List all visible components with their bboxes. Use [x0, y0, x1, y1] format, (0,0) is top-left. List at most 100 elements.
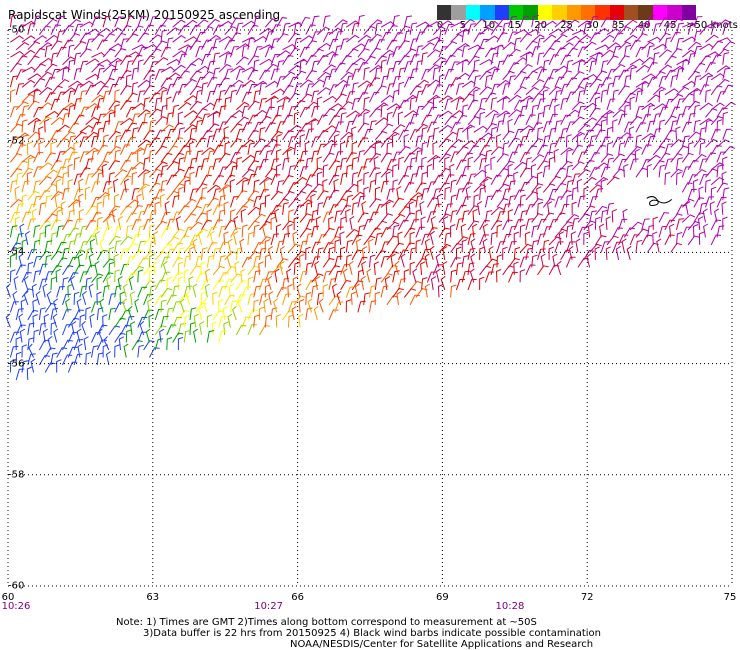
wind-barb [386, 221, 400, 231]
wind-barb [687, 70, 701, 81]
wind-barb [154, 338, 164, 351]
wind-barb [621, 238, 627, 253]
wind-barb [676, 37, 684, 50]
colorbar-segment [652, 5, 668, 20]
wind-barb [600, 34, 615, 43]
wind-barb [461, 140, 476, 148]
wind-barb [502, 174, 513, 186]
wind-barb [600, 209, 608, 223]
wind-barb [328, 143, 338, 155]
wind-barb [114, 60, 122, 73]
wind-barb [363, 55, 376, 66]
wind-barb [363, 25, 376, 36]
wind-barb [345, 286, 356, 298]
colorbar-segment [609, 5, 625, 20]
wind-barb [230, 165, 239, 178]
wind-barb [235, 22, 244, 35]
wind-barb [24, 230, 30, 246]
wind-barb [125, 136, 137, 148]
wind-barb [88, 283, 94, 298]
wind-barb [398, 99, 409, 111]
wind-barb [102, 258, 115, 268]
wind-barb [513, 57, 528, 66]
wind-barb [264, 150, 273, 163]
wind-barb [392, 179, 399, 193]
wind-barb [264, 31, 275, 43]
wind-barb [615, 245, 621, 260]
wind-barb [67, 19, 81, 28]
wind-barb [108, 293, 117, 306]
wind-barb [114, 240, 122, 253]
wind-barb [276, 50, 291, 58]
wind-barb [27, 73, 42, 81]
wind-barb [444, 131, 458, 141]
wind-barb [125, 74, 132, 88]
wind-barb [131, 82, 139, 95]
wind-barb [222, 306, 228, 321]
wind-barb [565, 47, 578, 58]
wind-barb [334, 239, 341, 253]
wind-barb [56, 225, 64, 238]
wind-barb [223, 201, 229, 215]
wind-barb [259, 293, 268, 306]
wind-barb [85, 277, 92, 290]
wind-barb [346, 110, 360, 118]
wind-barb [699, 158, 708, 170]
wind-barb [409, 192, 424, 201]
wind-barb [153, 231, 159, 245]
wind-barb [681, 93, 695, 103]
wind-barb [223, 321, 229, 336]
wind-barb [461, 210, 470, 223]
wind-barb [10, 35, 24, 43]
wind-barb [85, 306, 91, 321]
wind-barb [456, 72, 470, 81]
wind-barb [188, 276, 194, 290]
wind-barb [287, 284, 293, 298]
wind-barb [496, 241, 506, 253]
wind-barb [556, 260, 562, 276]
wind-barb [612, 168, 625, 178]
wind-barb [305, 54, 317, 66]
wind-barb [473, 137, 486, 148]
wind-barb [681, 152, 694, 163]
wind-barb [496, 17, 509, 28]
wind-barb [589, 210, 597, 223]
wind-barb [305, 246, 311, 260]
wind-barb [62, 293, 72, 306]
wind-barb [125, 15, 135, 28]
wind-barb [202, 298, 208, 313]
wind-barb [502, 142, 509, 155]
wind-barb [670, 120, 678, 133]
wind-barb [30, 358, 36, 373]
wind-barb [259, 236, 272, 246]
wind-barb [316, 156, 322, 170]
wind-barb [305, 307, 313, 321]
wind-barb [647, 61, 658, 73]
wind-barb [714, 208, 720, 223]
wind-barb [606, 69, 617, 80]
wind-barb [531, 92, 544, 103]
wind-barb [172, 183, 185, 193]
wind-barb [282, 146, 296, 156]
wind-barb [183, 124, 197, 133]
wind-barb [430, 276, 437, 290]
wind-barb [247, 293, 256, 306]
wind-barb [444, 24, 454, 35]
wind-barb [513, 171, 519, 185]
wind-barb [15, 83, 25, 95]
wind-barb [322, 242, 334, 253]
wind-barb [386, 39, 398, 50]
wind-barb [33, 195, 42, 208]
wind-barb [705, 21, 720, 28]
wind-barb [576, 133, 583, 148]
wind-barb [227, 238, 233, 253]
wind-barb [114, 149, 121, 163]
wind-barb [681, 121, 692, 133]
wind-barb [313, 306, 319, 321]
wind-barb [357, 48, 370, 58]
wind-barb [247, 324, 257, 336]
wind-barb [288, 64, 302, 73]
wind-barb [322, 75, 332, 88]
wind-barb [102, 109, 116, 118]
wind-barb [212, 111, 219, 125]
